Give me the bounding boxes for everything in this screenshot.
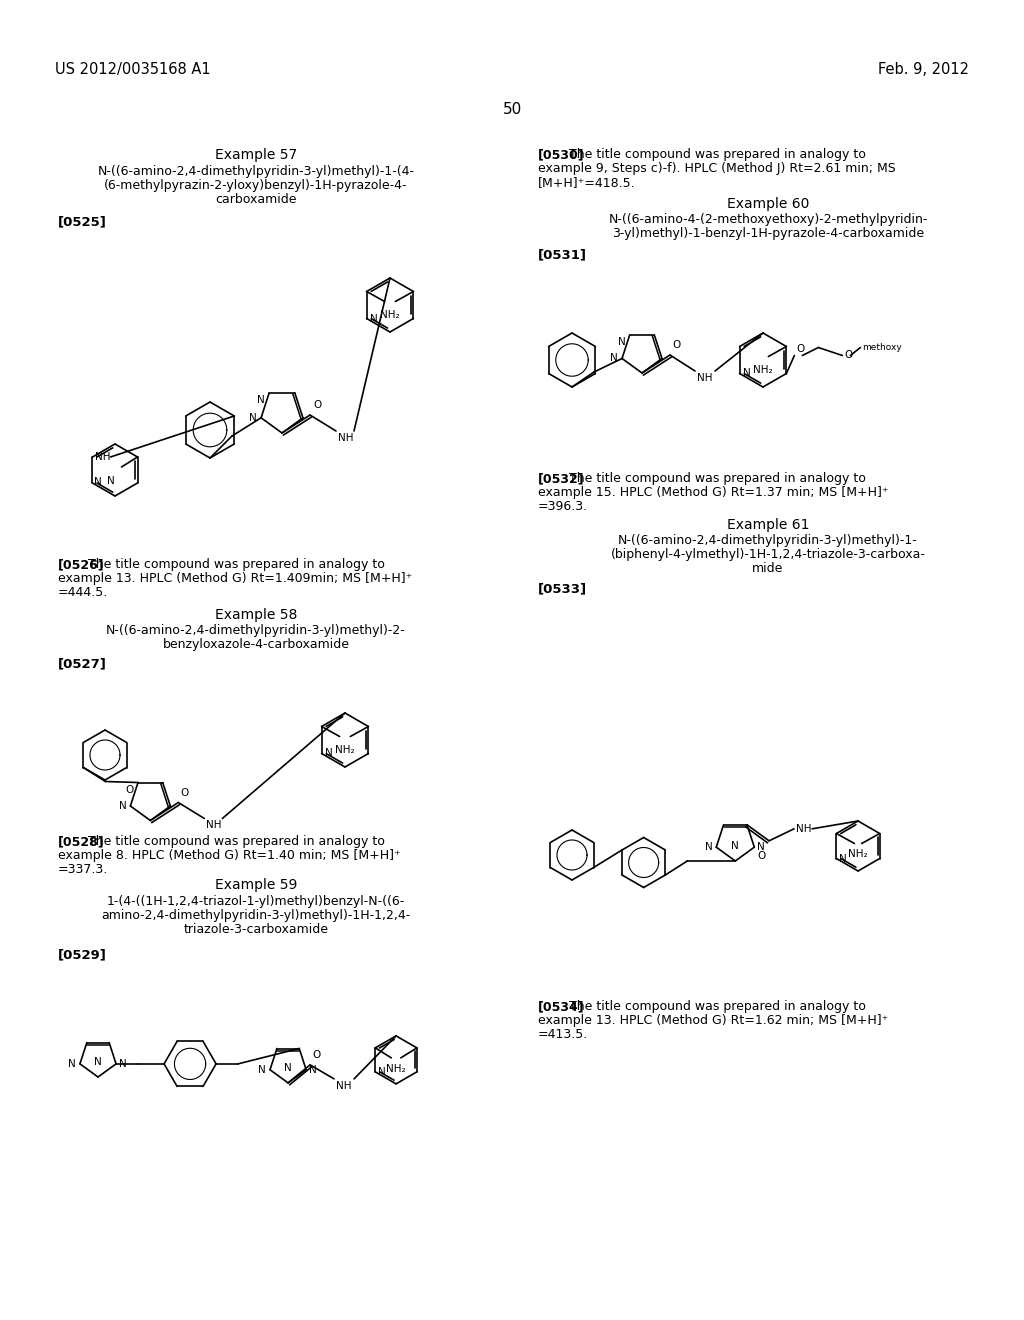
Text: NH₂: NH₂	[380, 310, 399, 319]
Text: N: N	[94, 477, 102, 487]
Text: N: N	[731, 841, 739, 851]
Text: NH: NH	[796, 824, 812, 834]
Text: N-((6-amino-2,4-dimethylpyridin-3-yl)methyl)-2-: N-((6-amino-2,4-dimethylpyridin-3-yl)met…	[106, 624, 406, 638]
Text: NH₂: NH₂	[754, 366, 773, 375]
Text: amino-2,4-dimethylpyridin-3-yl)methyl)-1H-1,2,4-: amino-2,4-dimethylpyridin-3-yl)methyl)-1…	[101, 909, 411, 921]
Text: 1-(4-((1H-1,2,4-triazol-1-yl)methyl)benzyl-N-((6-: 1-(4-((1H-1,2,4-triazol-1-yl)methyl)benz…	[106, 895, 406, 908]
Text: N: N	[378, 1067, 386, 1077]
Text: The title compound was prepared in analogy to: The title compound was prepared in analo…	[569, 1001, 866, 1012]
Text: =444.5.: =444.5.	[58, 586, 109, 599]
Text: =413.5.: =413.5.	[538, 1028, 588, 1041]
Text: O: O	[672, 341, 680, 350]
Text: (biphenyl-4-ylmethyl)-1H-1,2,4-triazole-3-carboxa-: (biphenyl-4-ylmethyl)-1H-1,2,4-triazole-…	[610, 548, 926, 561]
Text: [0530]: [0530]	[538, 148, 585, 161]
Text: =337.3.: =337.3.	[58, 863, 109, 876]
Text: US 2012/0035168 A1: US 2012/0035168 A1	[55, 62, 211, 77]
Text: Feb. 9, 2012: Feb. 9, 2012	[878, 62, 969, 77]
Text: example 13. HPLC (Method G) Rt=1.62 min; MS [M+H]⁺: example 13. HPLC (Method G) Rt=1.62 min;…	[538, 1014, 888, 1027]
Text: [0526]: [0526]	[58, 558, 104, 572]
Text: N: N	[309, 1065, 316, 1074]
Text: NH: NH	[338, 433, 353, 444]
Text: N: N	[257, 395, 265, 405]
Text: N: N	[94, 1057, 101, 1067]
Text: N: N	[325, 748, 333, 759]
Text: [0533]: [0533]	[538, 582, 587, 595]
Text: N: N	[258, 1065, 266, 1074]
Text: (6-methylpyrazin-2-yloxy)benzyl)-1H-pyrazole-4-: (6-methylpyrazin-2-yloxy)benzyl)-1H-pyra…	[104, 180, 408, 191]
Text: O: O	[797, 343, 805, 354]
Text: example 13. HPLC (Method G) Rt=1.409min; MS [M+H]⁺: example 13. HPLC (Method G) Rt=1.409min;…	[58, 572, 413, 585]
Text: N: N	[370, 314, 378, 323]
Text: NH: NH	[95, 451, 111, 462]
Text: N: N	[617, 337, 626, 347]
Text: O: O	[845, 351, 853, 360]
Text: Example 57: Example 57	[215, 148, 297, 162]
Text: [0528]: [0528]	[58, 836, 104, 847]
Text: Example 60: Example 60	[727, 197, 809, 211]
Text: NH: NH	[336, 1081, 351, 1090]
Text: NH₂: NH₂	[335, 744, 354, 755]
Text: The title compound was prepared in analogy to: The title compound was prepared in analo…	[569, 148, 866, 161]
Text: O: O	[757, 851, 765, 861]
Text: [0532]: [0532]	[538, 473, 585, 484]
Text: O: O	[126, 784, 134, 795]
Text: example 15. HPLC (Method G) Rt=1.37 min; MS [M+H]⁺: example 15. HPLC (Method G) Rt=1.37 min;…	[538, 486, 889, 499]
Text: carboxamide: carboxamide	[215, 193, 297, 206]
Text: N-((6-amino-2,4-dimethylpyridin-3-yl)methyl)-1-(4-: N-((6-amino-2,4-dimethylpyridin-3-yl)met…	[97, 165, 415, 178]
Text: NH: NH	[207, 821, 222, 830]
Text: N-((6-amino-4-(2-methoxyethoxy)-2-methylpyridin-: N-((6-amino-4-(2-methoxyethoxy)-2-methyl…	[608, 213, 928, 226]
Text: [M+H]⁺=418.5.: [M+H]⁺=418.5.	[538, 176, 636, 189]
Text: The title compound was prepared in analogy to: The title compound was prepared in analo…	[88, 836, 385, 847]
Text: N: N	[758, 842, 765, 853]
Text: methoxy: methoxy	[862, 343, 902, 352]
Text: N: N	[742, 368, 751, 379]
Text: N: N	[119, 1059, 127, 1069]
Text: [0525]: [0525]	[58, 215, 106, 228]
Text: The title compound was prepared in analogy to: The title compound was prepared in analo…	[88, 558, 385, 572]
Text: O: O	[313, 400, 322, 411]
Text: =396.3.: =396.3.	[538, 500, 588, 513]
Text: N: N	[610, 354, 618, 363]
Text: example 9, Steps c)-f). HPLC (Method J) Rt=2.61 min; MS: example 9, Steps c)-f). HPLC (Method J) …	[538, 162, 896, 176]
Text: The title compound was prepared in analogy to: The title compound was prepared in analo…	[569, 473, 866, 484]
Text: N: N	[285, 1063, 292, 1073]
Text: N-((6-amino-2,4-dimethylpyridin-3-yl)methyl)-1-: N-((6-amino-2,4-dimethylpyridin-3-yl)met…	[618, 535, 918, 546]
Text: O: O	[312, 1049, 321, 1060]
Text: NH₂: NH₂	[386, 1064, 406, 1074]
Text: N: N	[108, 477, 115, 486]
Text: Example 59: Example 59	[215, 878, 297, 892]
Text: 3-yl)methyl)-1-benzyl-1H-pyrazole-4-carboxamide: 3-yl)methyl)-1-benzyl-1H-pyrazole-4-carb…	[612, 227, 924, 240]
Text: mide: mide	[753, 562, 783, 576]
Text: example 8. HPLC (Method G) Rt=1.40 min; MS [M+H]⁺: example 8. HPLC (Method G) Rt=1.40 min; …	[58, 849, 400, 862]
Text: NH: NH	[697, 374, 713, 383]
Text: [0531]: [0531]	[538, 248, 587, 261]
Text: Example 58: Example 58	[215, 609, 297, 622]
Text: [0529]: [0529]	[58, 948, 106, 961]
Text: N: N	[840, 854, 847, 863]
Text: N: N	[119, 801, 126, 810]
Text: N: N	[249, 413, 257, 422]
Text: O: O	[180, 788, 188, 797]
Text: N: N	[69, 1059, 76, 1069]
Text: N: N	[705, 842, 713, 853]
Text: triazole-3-carboxamide: triazole-3-carboxamide	[183, 923, 329, 936]
Text: [0527]: [0527]	[58, 657, 106, 671]
Text: [0534]: [0534]	[538, 1001, 585, 1012]
Text: benzyloxazole-4-carboxamide: benzyloxazole-4-carboxamide	[163, 638, 349, 651]
Text: Example 61: Example 61	[727, 517, 809, 532]
Text: 50: 50	[503, 102, 521, 117]
Text: NH₂: NH₂	[848, 849, 868, 859]
